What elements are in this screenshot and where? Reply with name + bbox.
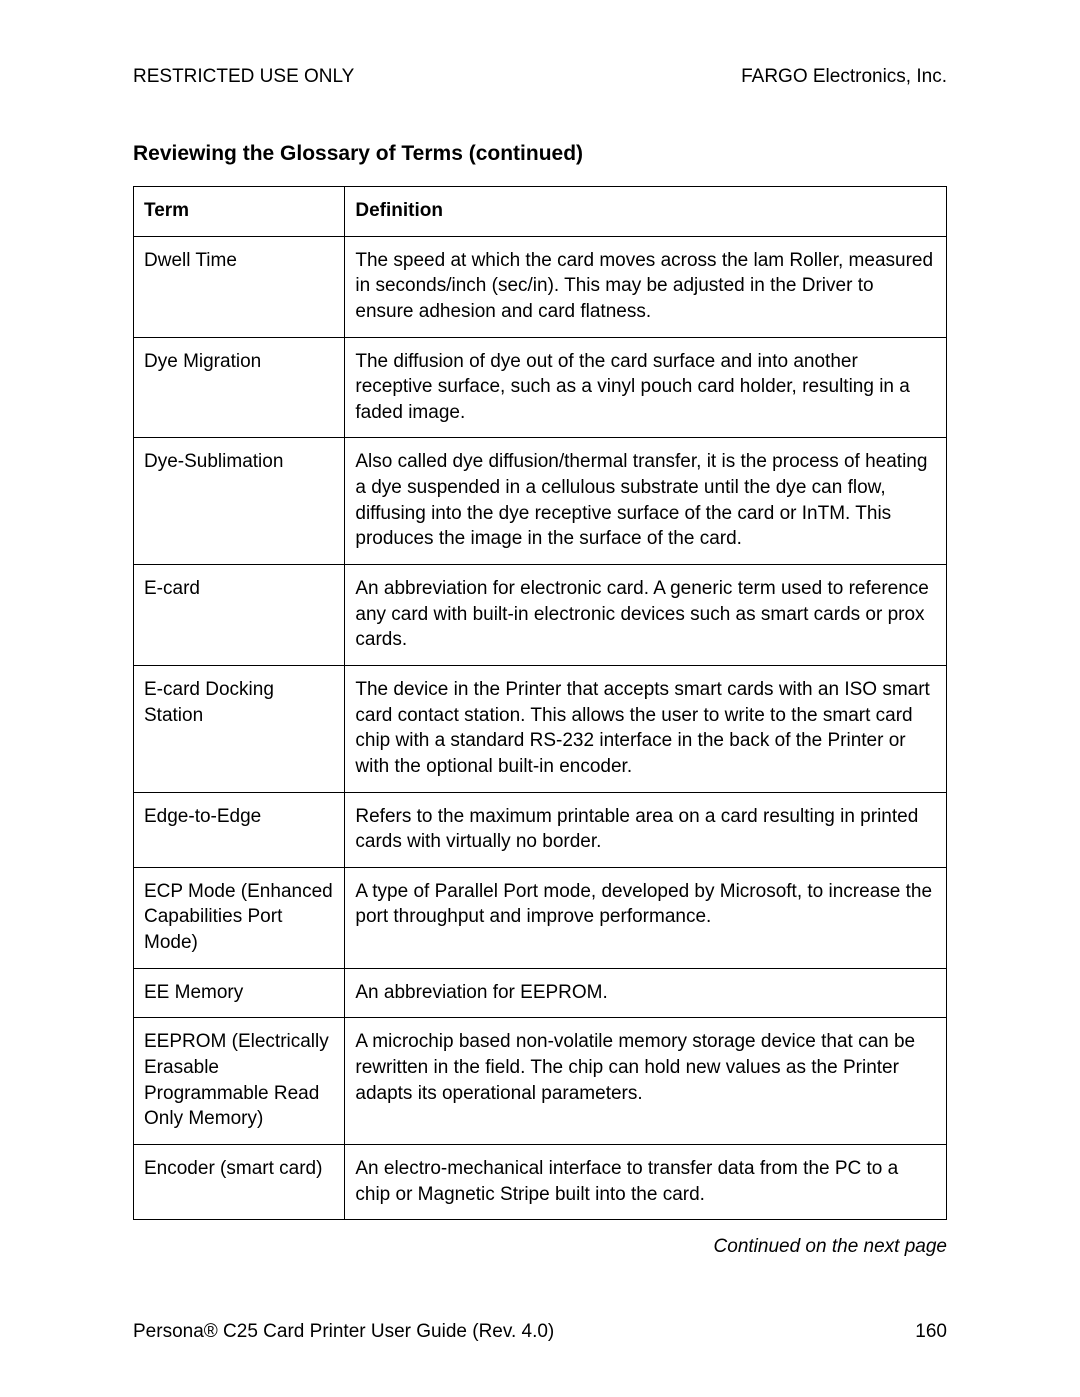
table-row: E-card An abbreviation for electronic ca… [134, 565, 947, 666]
footer: Persona® C25 Card Printer User Guide (Re… [133, 1321, 947, 1343]
table-row: Encoder (smart card) An electro-mechanic… [134, 1144, 947, 1219]
table-row: EEPROM (Electrically Erasable Programmab… [134, 1018, 947, 1145]
header-row: RESTRICTED USE ONLY FARGO Electronics, I… [133, 66, 947, 88]
term-cell: E-card [134, 565, 345, 666]
term-cell: Dye Migration [134, 337, 345, 438]
term-cell: EEPROM (Electrically Erasable Programmab… [134, 1018, 345, 1145]
table-row: Dye-Sublimation Also called dye diffusio… [134, 438, 947, 565]
term-cell: E-card Docking Station [134, 665, 345, 792]
definition-cell: Also called dye diffusion/thermal transf… [345, 438, 947, 565]
term-cell: ECP Mode (Enhanced Capabilities Port Mod… [134, 867, 345, 968]
term-cell: Dye-Sublimation [134, 438, 345, 565]
table-row: ECP Mode (Enhanced Capabilities Port Mod… [134, 867, 947, 968]
header-left: RESTRICTED USE ONLY [133, 66, 354, 88]
table-row: Dwell Time The speed at which the card m… [134, 236, 947, 337]
definition-cell: The device in the Printer that accepts s… [345, 665, 947, 792]
continued-note: Continued on the next page [133, 1236, 947, 1258]
page-number: 160 [915, 1321, 947, 1343]
table-row: E-card Docking Station The device in the… [134, 665, 947, 792]
definition-cell: An abbreviation for electronic card. A g… [345, 565, 947, 666]
definition-cell: The diffusion of dye out of the card sur… [345, 337, 947, 438]
term-cell: Encoder (smart card) [134, 1144, 345, 1219]
term-cell: Dwell Time [134, 236, 345, 337]
definition-cell: An abbreviation for EEPROM. [345, 968, 947, 1018]
section-title: Reviewing the Glossary of Terms (continu… [133, 142, 947, 166]
term-cell: Edge-to-Edge [134, 792, 345, 867]
definition-cell: A microchip based non-volatile memory st… [345, 1018, 947, 1145]
definition-cell: A type of Parallel Port mode, developed … [345, 867, 947, 968]
definition-cell: Refers to the maximum printable area on … [345, 792, 947, 867]
header-right: FARGO Electronics, Inc. [741, 66, 947, 88]
table-row: EE Memory An abbreviation for EEPROM. [134, 968, 947, 1018]
table-row: Dye Migration The diffusion of dye out o… [134, 337, 947, 438]
table-row: Edge-to-Edge Refers to the maximum print… [134, 792, 947, 867]
th-term: Term [134, 187, 345, 237]
table-header-row: Term Definition [134, 187, 947, 237]
footer-left: Persona® C25 Card Printer User Guide (Re… [133, 1321, 554, 1343]
definition-cell: The speed at which the card moves across… [345, 236, 947, 337]
th-definition: Definition [345, 187, 947, 237]
term-cell: EE Memory [134, 968, 345, 1018]
definition-cell: An electro-mechanical interface to trans… [345, 1144, 947, 1219]
glossary-table: Term Definition Dwell Time The speed at … [133, 186, 947, 1220]
